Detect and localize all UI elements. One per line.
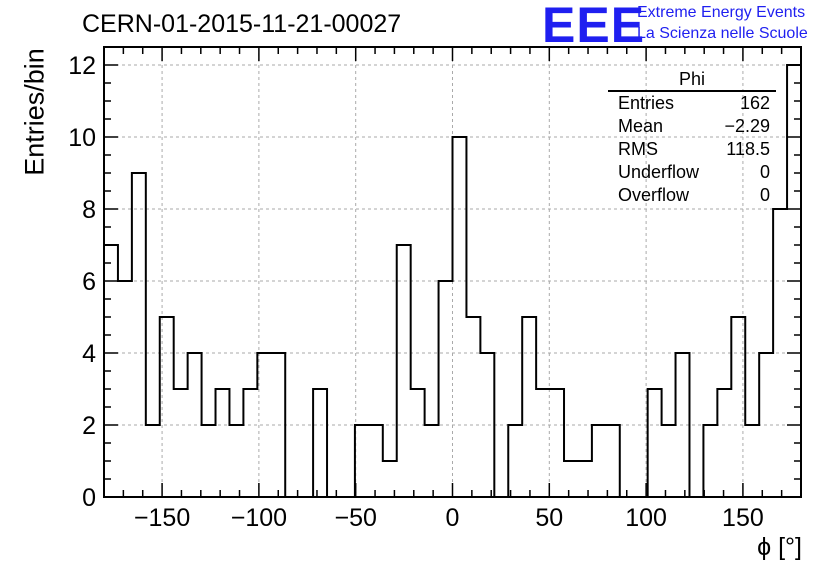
stats-row-mean: Mean −2.29 xyxy=(612,115,776,138)
y-tick-label: 8 xyxy=(82,196,96,224)
y-tick-label: 10 xyxy=(68,124,96,152)
stats-label: Underflow xyxy=(618,162,700,182)
stats-row-rms: RMS 118.5 xyxy=(612,138,776,161)
stats-row-overflow: Overflow 0 xyxy=(612,184,776,207)
stats-label: Entries xyxy=(618,93,675,113)
stats-label: Mean xyxy=(618,116,664,136)
y-tick-label: 6 xyxy=(82,268,96,296)
x-tick-label: −50 xyxy=(334,504,376,532)
stats-row-underflow: Underflow 0 xyxy=(612,161,776,184)
stats-row-entries: Entries 162 xyxy=(612,92,776,115)
stats-box: Phi Entries 162 Mean −2.29 RMS 118.5 Und… xyxy=(608,68,776,207)
y-tick-label: 2 xyxy=(82,412,96,440)
stats-value: 118.5 xyxy=(726,139,770,159)
x-tick-label: −100 xyxy=(231,504,287,532)
stats-value: 0 xyxy=(759,162,770,182)
eee-logo: EEE xyxy=(542,0,646,53)
x-tick-label: 100 xyxy=(625,504,667,532)
stats-value: −2.29 xyxy=(724,116,770,136)
stats-box-title: Phi xyxy=(608,68,776,92)
stats-label: RMS xyxy=(618,139,658,159)
x-tick-label: 150 xyxy=(722,504,764,532)
y-tick-label: 4 xyxy=(82,340,96,368)
plot-title: CERN-01-2015-11-21-00027 xyxy=(82,10,402,38)
stats-value: 0 xyxy=(759,185,770,205)
y-tick-label: 0 xyxy=(82,484,96,512)
x-tick-label: 50 xyxy=(535,504,563,532)
x-axis-label: ϕ [°] xyxy=(757,533,802,561)
x-tick-label: 0 xyxy=(446,504,460,532)
y-axis-label: Entries/bin xyxy=(19,48,50,176)
x-tick-label: −150 xyxy=(134,504,190,532)
stats-value: 162 xyxy=(739,93,770,113)
tick-labels: −150 −100 −50 0 50 100 150 0 2 4 6 8 10 12 xyxy=(68,52,764,532)
logo-tagline-1: Extreme Energy Events xyxy=(637,4,806,21)
stats-label: Overflow xyxy=(618,185,690,205)
logo-tagline-2: La Scienza nelle Scuole xyxy=(637,25,808,42)
y-tick-label: 12 xyxy=(68,52,96,80)
axis-ticks xyxy=(104,46,801,498)
plot-frame xyxy=(103,46,802,498)
